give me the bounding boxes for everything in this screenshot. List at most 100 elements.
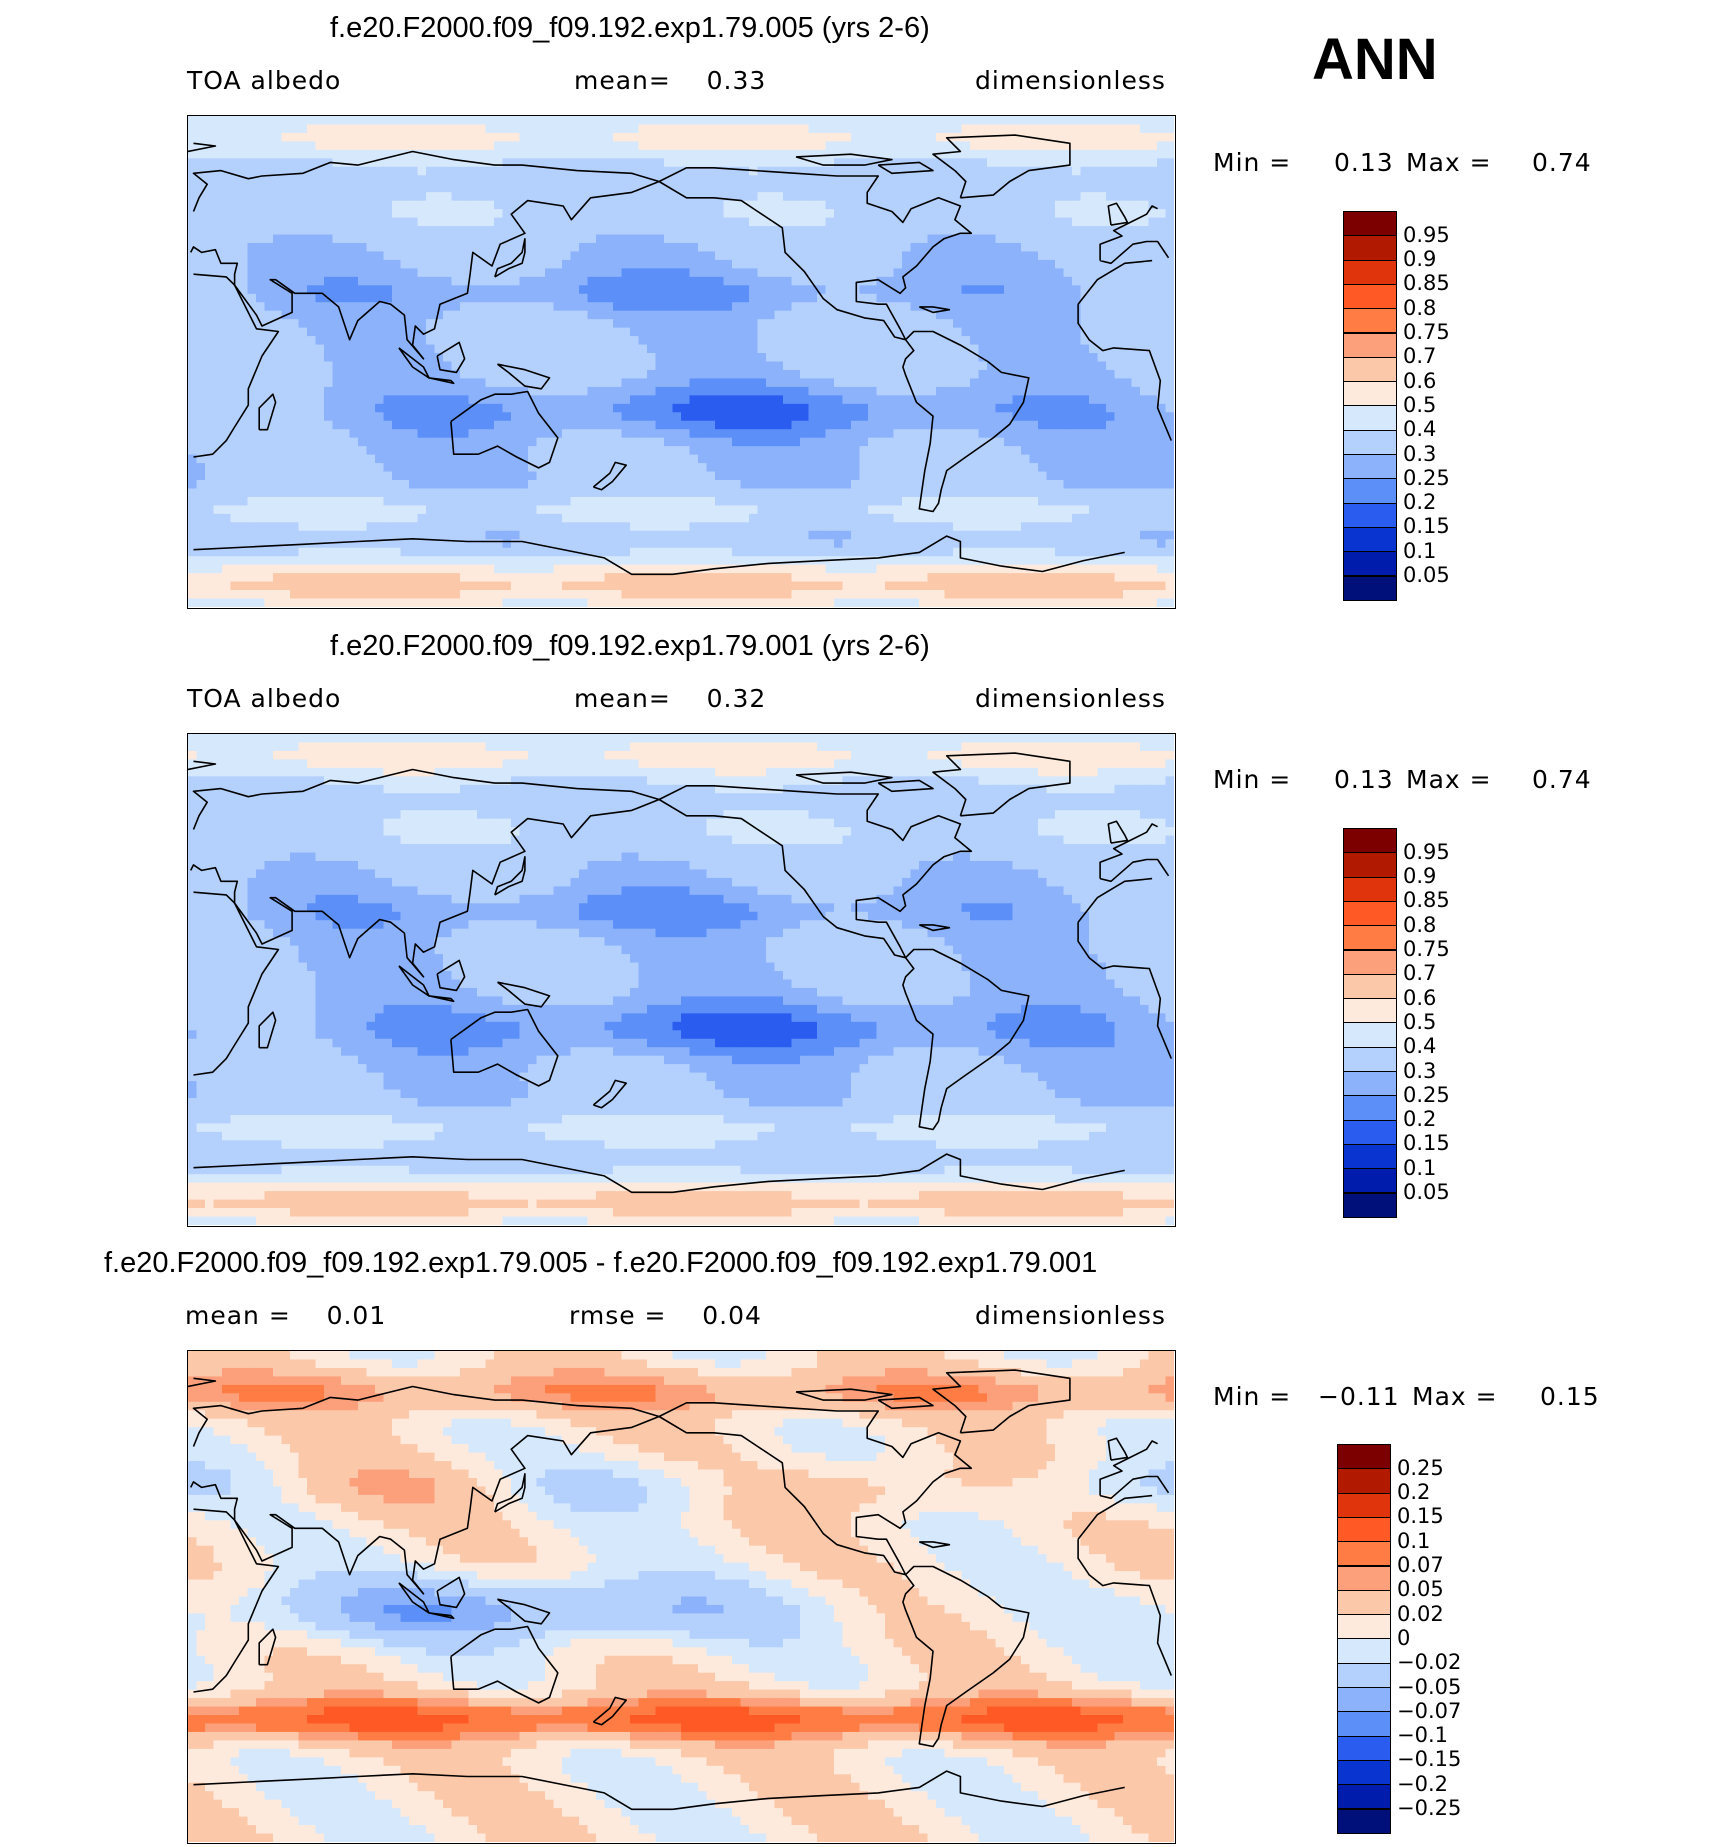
colorbar-tick-label: 0.4 (1403, 419, 1436, 440)
colorbar-swatch (1337, 1565, 1391, 1591)
colorbar-tick-label: −0.05 (1397, 1676, 1461, 1698)
panel-2-max-value: 0.74 (1532, 765, 1592, 794)
season-label: ANN (1312, 26, 1438, 93)
colorbar-tick-label: −0.1 (1397, 1725, 1448, 1746)
colorbar-swatch (1337, 1444, 1391, 1470)
coastline (902, 948, 1030, 1131)
coastline (658, 167, 973, 341)
colorbar-swatch (1337, 1662, 1391, 1688)
panel-3-min-value: −0.11 (1318, 1382, 1400, 1411)
colorbar-tick-label: −0.07 (1397, 1700, 1461, 1722)
colorbar-tick-label: 0.9 (1403, 866, 1436, 887)
colorbar-tick-label: 0.6 (1403, 987, 1436, 1009)
colorbar-swatch (1343, 356, 1397, 383)
colorbar-swatch (1337, 1589, 1391, 1616)
colorbar-swatch (1343, 308, 1397, 334)
panel-2-title: f.e20.F2000.f09_f09.192.exp1.79.001 (yrs… (330, 630, 930, 663)
coastline (450, 390, 559, 469)
colorbar-swatch (1343, 235, 1397, 261)
coastline (592, 461, 627, 491)
panel-1-max-value: 0.74 (1532, 148, 1592, 177)
colorbar-swatch (1337, 1735, 1391, 1761)
contour-field (188, 116, 1174, 607)
colorbar-swatch (1343, 1022, 1397, 1048)
colorbar-tick-label: −0.02 (1397, 1652, 1461, 1673)
coastline (795, 1388, 893, 1401)
coastline (193, 1153, 1125, 1194)
colorbar-swatch (1337, 1541, 1391, 1567)
panel-3-max-value: 0.15 (1540, 1382, 1600, 1411)
panel-3-title: f.e20.F2000.f09_f09.192.exp1.79.005 - f.… (104, 1247, 1097, 1280)
coastline (932, 134, 1071, 199)
colorbar-swatch (1343, 1143, 1397, 1170)
colorbar-swatch (1337, 1516, 1391, 1543)
coastline (497, 1598, 551, 1625)
coastline (189, 1385, 1170, 1595)
colorbar-tick-label: 0.25 (1397, 1457, 1444, 1479)
colorbar-tick-label: 0.1 (1403, 540, 1436, 562)
panel-1-units-label: dimensionless (975, 66, 1166, 95)
coastline (919, 306, 951, 314)
colorbar-tick-label: 0.85 (1403, 890, 1450, 911)
coastline (1107, 202, 1129, 226)
colorbar-swatch (1343, 405, 1397, 431)
colorbar-swatch (1337, 1638, 1391, 1664)
colorbar-swatch (1343, 259, 1397, 285)
colorbar-swatch (1343, 381, 1397, 407)
coastline (497, 981, 551, 1008)
colorbar-swatch (1337, 1614, 1391, 1640)
coastline (494, 238, 526, 278)
panel-1-variable-label: TOA albedo (187, 66, 341, 95)
colorbar-swatch (1343, 925, 1397, 951)
contour-field (188, 1351, 1174, 1842)
coastline (494, 1473, 526, 1513)
colorbar-swatch (1343, 429, 1397, 455)
colorbar-tick-label: 0.75 (1403, 322, 1450, 343)
colorbar-swatch (1337, 1468, 1391, 1494)
colorbar-tick-label: 0.5 (1403, 1011, 1436, 1033)
colorbar-tick-label: 0.05 (1403, 1182, 1450, 1203)
colorbar-swatch (1343, 454, 1397, 480)
colorbar-swatch (1337, 1711, 1391, 1737)
colorbar-tick-label: 0.75 (1403, 939, 1450, 960)
coastline (428, 377, 455, 385)
colorbar-tick-label: 0.2 (1397, 1482, 1430, 1503)
colorbar-swatch (1343, 211, 1397, 237)
coastline (193, 535, 1125, 576)
colorbar-tick-label: 0 (1397, 1627, 1410, 1649)
panel-2-units-label: dimensionless (975, 684, 1166, 713)
colorbar-tick-label: −0.15 (1397, 1749, 1461, 1770)
colorbar-swatch (1337, 1759, 1391, 1786)
colorbar-swatch (1343, 283, 1397, 310)
coastline (877, 161, 934, 175)
panel-1-title: f.e20.F2000.f09_f09.192.exp1.79.005 (yrs… (330, 12, 930, 45)
coastline (877, 779, 934, 793)
colorbar-tick-label: 0.4 (1403, 1036, 1436, 1057)
coastline (193, 1770, 1125, 1811)
colorbar-tick-label: 0.15 (1397, 1506, 1444, 1527)
coastline (193, 1494, 1173, 1693)
panel-3-rmse-label: rmse = 0.04 (569, 1301, 762, 1330)
coastline (902, 330, 1030, 513)
panel-2-min-label: Min = (1213, 765, 1291, 794)
coastline (795, 153, 893, 166)
coastline (436, 959, 466, 992)
colorbar-swatch (1337, 1784, 1391, 1810)
colorbar-swatch (1343, 852, 1397, 878)
panel-3-min-label: Min = (1213, 1382, 1291, 1411)
colorbar-tick-label: 0.7 (1403, 963, 1436, 984)
panel-1-map (187, 115, 1176, 609)
colorbar-tick-label: 0.85 (1403, 273, 1450, 294)
colorbar-swatch (1343, 973, 1397, 1000)
panel-1-min-value: 0.13 (1334, 148, 1394, 177)
colorbar-swatch (1343, 1071, 1397, 1097)
coastline (919, 1541, 951, 1549)
colorbar-swatch (1343, 1119, 1397, 1145)
colorbar-tick-label: 0.7 (1403, 346, 1436, 367)
coastline (258, 1628, 277, 1666)
coastline (450, 1008, 559, 1087)
colorbar-tick-label: 0.15 (1403, 516, 1450, 537)
coastline (497, 363, 551, 390)
coastline (258, 393, 277, 431)
colorbar-swatch (1343, 1095, 1397, 1121)
